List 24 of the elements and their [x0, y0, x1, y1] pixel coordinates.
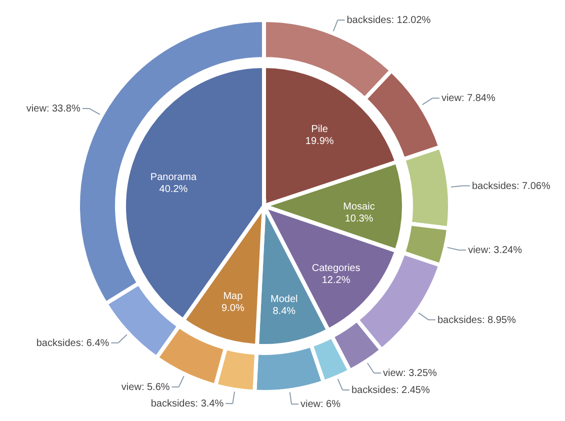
data-label: 12.2% [322, 274, 350, 286]
slice-label: backsides: 12.02% [346, 15, 431, 26]
data-label: 19.9% [305, 136, 334, 147]
slice-label: view: 5.6% [121, 382, 170, 393]
data-label: 40.2% [159, 184, 188, 196]
slice-label: Pile [311, 124, 328, 135]
slice-label: backsides: 2.45% [352, 384, 430, 396]
data-label: 10.3% [344, 213, 374, 224]
slice-label: Panorama [150, 172, 197, 184]
slice-label: view: 33.8% [26, 104, 80, 115]
slice-label: view: 3.25% [383, 368, 438, 380]
data-label: 9.0% [222, 302, 244, 314]
data-label: 8.4% [272, 306, 296, 317]
slice-label: Categories [312, 262, 360, 274]
slice-label: view: 6% [300, 399, 341, 410]
slice-label: backsides: 6.4% [36, 338, 110, 349]
slice-label: backsides: 7.06% [472, 180, 550, 192]
slice-label: view: 7.84% [441, 93, 496, 104]
slice-label: backsides: 8.95% [437, 314, 516, 326]
slice-label: Model [270, 294, 298, 305]
slice-label: view: 3.24% [468, 245, 522, 256]
slice-label: Map [223, 290, 244, 302]
slice-label: backsides: 3.4% [150, 398, 224, 410]
slice-label: Mosaic [343, 201, 375, 212]
